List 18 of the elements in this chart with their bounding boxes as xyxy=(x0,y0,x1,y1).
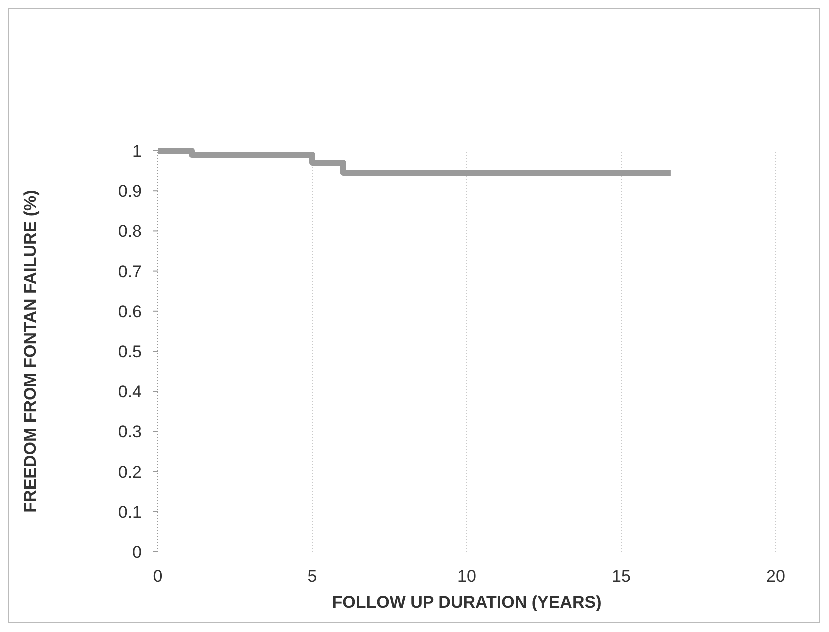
y-tick-label: 0.3 xyxy=(118,422,142,442)
y-tick-label: 0.9 xyxy=(118,182,142,202)
y-tick-label: 1 xyxy=(132,142,142,161)
y-tick-label: 0.4 xyxy=(118,382,142,402)
y-tick-label: 0.5 xyxy=(118,342,142,362)
x-tick-label: 15 xyxy=(612,567,631,586)
x-tick-label: 20 xyxy=(766,567,786,586)
y-tick-label: 0 xyxy=(132,542,142,562)
y-tick-label: 0.2 xyxy=(118,462,142,482)
y-axis-title: FREEDOM FROM FONTAN FAILURE (%) xyxy=(21,190,40,513)
y-tick-label: 0.1 xyxy=(118,502,142,522)
x-tick-label: 0 xyxy=(153,567,163,586)
y-tick-label: 0.7 xyxy=(118,262,142,282)
x-tick-label: 10 xyxy=(458,567,476,586)
x-axis-title: FOLLOW UP DURATION (YEARS) xyxy=(332,593,602,612)
y-tick-label: 0.6 xyxy=(118,302,142,322)
x-tick-label: 5 xyxy=(308,567,318,586)
y-tick-label: 0.8 xyxy=(118,222,142,242)
